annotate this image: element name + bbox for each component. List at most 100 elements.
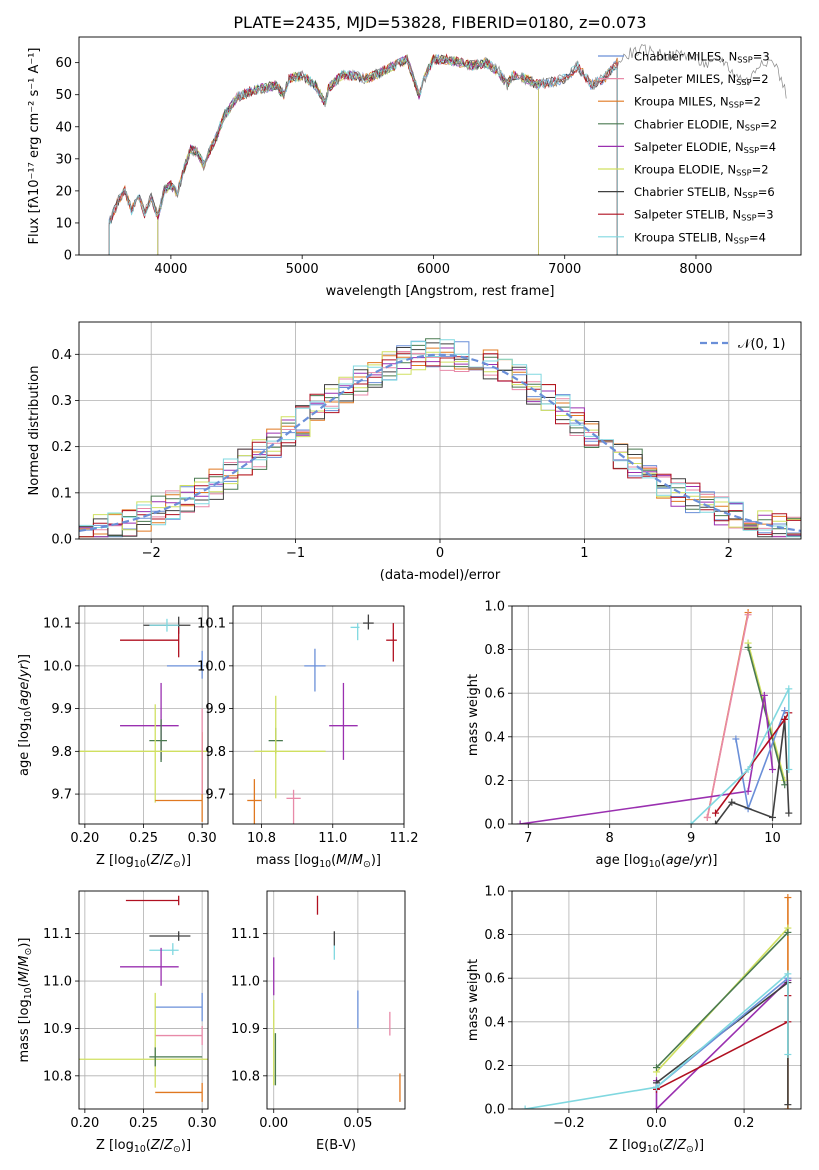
label-part: SSP [737,55,752,65]
y-tick-label: 0.2 [484,774,505,789]
y-tick-label: 0.0 [484,1103,505,1118]
x-tick-label: 0.25 [129,831,158,846]
label-part: Z [150,853,161,868]
label-part: Salpeter ELODIE, N [634,140,744,154]
legend-label: Chabrier STELIB, NSSP=6 [634,185,775,200]
label-part: age [log [17,723,32,776]
x-tick-label: 11.0 [318,831,347,846]
label-part: yr [693,853,709,868]
label-part: =4 [749,230,766,244]
weight-line [690,688,790,824]
x-tick-label: 0.00 [259,1116,288,1131]
label-part: =3 [757,208,774,222]
y-tick-label: 10.1 [43,617,72,632]
label-part: Z [663,1138,674,1153]
weight-line [519,695,774,824]
z-age-ylabel: age [log10(age/yr)] [17,654,34,776]
ebv_vs_mass-points [273,895,401,1102]
y-tick-label: 0 [64,249,72,264]
y-tick-label: 50 [55,88,72,103]
label-part: age [17,682,32,706]
label-part: ⊙ [686,1144,694,1155]
label-part: SSP [736,168,751,178]
age-weight-xlabel: age [log10(age/yr)] [595,853,717,870]
z_vs_weight-series [521,894,792,1109]
residual-histograms [79,338,801,538]
x-tick-label: 8000 [679,262,712,277]
label-part: )] [707,853,717,868]
label-part: / [160,1138,165,1153]
residuals-xlabel: (data-model)/error [380,568,501,583]
x-tick-label: 10 [764,831,781,846]
label-part: M [352,853,363,868]
histogram-step [79,352,801,538]
spectrum-ylabel: Flux [fλ10⁻¹⁷ erg cm⁻² s⁻¹ A⁻¹] [27,48,42,245]
legend-label: Kroupa ELODIE, NSSP=2 [634,163,769,178]
mass_vs_age-frame [232,605,405,825]
y-tick-label: 0.4 [484,730,505,745]
label-part: ( [146,853,151,868]
label-part: SSP [745,123,760,133]
z-age-xlabel: Z [log10(Z/Z⊙)] [96,853,191,870]
label-part: )] [181,1138,191,1153]
y-tick-label: 9.8 [51,745,72,760]
legend-label: Kroupa STELIB, NSSP=4 [634,230,766,245]
y-tick-label: 9.7 [51,788,72,803]
x-tick-label: 9 [687,831,695,846]
y-tick-label: 9.9 [51,702,72,717]
label-part: Z [676,1138,687,1153]
label-part: =2 [744,95,761,109]
label-part: ⊙ [23,948,34,956]
label-part: )] [371,853,381,868]
axes-mass_vs_age: 10.8 11.0 11.2 9.7 9.8 9.9 10.0 10.1 [197,606,418,846]
label-part: )] [694,1138,704,1153]
y-tick-label: 9.9 [205,702,226,717]
model-spectrum-line [109,53,618,223]
x-tick-label: 10.8 [247,831,276,846]
label-part: age [log [595,853,648,868]
weight-line [655,931,789,1069]
label-part: 10 [134,1144,146,1155]
residuals-frame [78,321,802,540]
model-spectrum-line [108,54,618,226]
label-part: Salpeter MILES, N [634,72,736,86]
label-part: ( [146,1138,151,1153]
y-tick-label: 1.0 [484,885,505,900]
label-part: mass [log [256,853,319,868]
spectrum-series [108,44,787,255]
axes-ebv_vs_mass: 0.00 0.05 10.8 10.9 11.0 11.1 [231,891,405,1131]
y-tick-label: 0.6 [484,972,505,987]
label-part: Kroupa ELODIE, N [634,163,736,177]
x-tick-label: −0.2 [553,1116,585,1131]
label-part: SSP [744,145,759,155]
label-part: yr [17,662,32,678]
label-part: SSP [729,100,744,110]
y-tick-label: 0.0 [484,818,505,833]
y-tick-label: 1.0 [484,600,505,615]
spectrum-xlabel: wavelength [Angstrom, rest frame] [326,284,555,299]
ebv_vs_mass-frame [266,890,406,1110]
x-tick-label: 2 [725,546,733,561]
histogram-step [79,339,801,538]
label-part: / [17,677,32,682]
y-tick-label: 0.1 [51,486,72,501]
z-mass-ylabel: mass [log10(M/M⊙)] [17,938,34,1063]
y-tick-label: 10.8 [43,1069,72,1084]
legend-label: 𝒩(0, 1) [738,337,785,352]
x-tick-label: 11.2 [390,831,419,846]
x-tick-label: 7000 [548,262,581,277]
label-part: 10 [23,987,34,999]
label-part: =3 [753,50,770,64]
legend-label: Kroupa MILES, NSSP=2 [634,95,761,110]
legend-label: Salpeter MILES, NSSP=2 [634,72,769,87]
x-tick-label: −2 [142,546,161,561]
label-part: / [347,853,352,868]
label-part: =2 [760,117,777,131]
label-part: Kroupa MILES, N [634,95,729,109]
z_vs_mass-frame [78,890,209,1110]
label-part: Kroupa STELIB, N [634,230,734,244]
y-tick-label: 10.9 [43,1022,72,1037]
y-tick-label: 11.1 [231,927,260,942]
spectrum-frame [78,36,802,256]
weight-line [524,972,789,1109]
